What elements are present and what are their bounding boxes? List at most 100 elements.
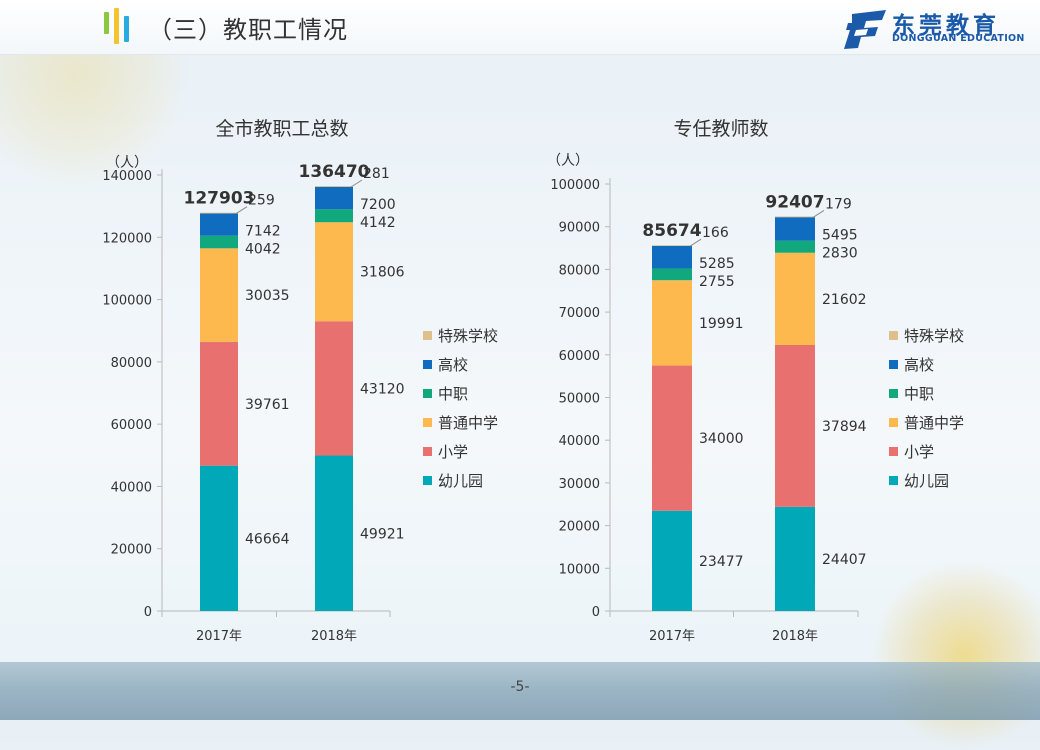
bar-segment xyxy=(200,235,238,249)
bar-segment xyxy=(315,186,353,210)
legend-swatch xyxy=(889,418,898,427)
y-axis-unit-label: （人） xyxy=(106,155,148,171)
y-tick-label: 80000 xyxy=(559,263,600,278)
legend-swatch xyxy=(889,331,898,340)
legend-label: 特殊学校 xyxy=(904,327,964,345)
legend-swatch xyxy=(889,476,898,485)
chart-full-time-teachers: 专任教师数 （人） 0 10000 20000 30000 40000 50000 60000 7… xyxy=(547,118,964,644)
title-bars-icon xyxy=(104,8,134,48)
bar-segment xyxy=(200,212,238,214)
data-label-leader xyxy=(689,238,702,247)
dongguan-education-logo-icon xyxy=(844,10,886,49)
bar-segment xyxy=(315,455,353,611)
bar-segment xyxy=(200,465,238,611)
data-label: 46664 xyxy=(245,531,290,547)
legend-swatch xyxy=(423,476,432,485)
y-tick-label: 60000 xyxy=(111,418,152,433)
legend-swatch xyxy=(423,360,432,369)
bar-segment xyxy=(652,245,692,246)
total-label: 136470 xyxy=(299,162,370,182)
legend-label: 中职 xyxy=(438,385,468,403)
legend-label: 高校 xyxy=(904,356,934,374)
page-number: -5- xyxy=(510,679,530,695)
y-axis-unit-label: （人） xyxy=(547,153,589,169)
data-label: 49921 xyxy=(360,526,405,542)
data-label: 39761 xyxy=(245,397,290,413)
bar-segment xyxy=(315,209,353,223)
x-tick-label: 2018年 xyxy=(772,629,818,644)
data-label: 7200 xyxy=(360,197,396,213)
logo-text-cn: 东莞教育 xyxy=(892,13,1000,39)
legend-label: 中职 xyxy=(904,385,934,403)
bar-segment xyxy=(775,217,815,241)
data-label: 37894 xyxy=(822,419,867,435)
data-label-leader xyxy=(350,179,363,188)
legend-swatch xyxy=(423,447,432,456)
y-tick-label: 50000 xyxy=(559,392,600,407)
y-tick-label: 120000 xyxy=(102,231,152,246)
data-label: 31806 xyxy=(360,265,405,281)
legend-label: 高校 xyxy=(438,356,468,374)
data-label: 24407 xyxy=(822,552,867,568)
y-tick-label: 30000 xyxy=(559,477,600,492)
bar-segment xyxy=(775,240,815,253)
data-label: 4142 xyxy=(360,215,396,231)
data-label: 34000 xyxy=(699,431,744,447)
bar-segment xyxy=(652,365,692,511)
chart-title: 专任教师数 xyxy=(673,118,768,140)
data-label: 166 xyxy=(702,225,729,241)
y-tick-label: 40000 xyxy=(111,480,152,495)
bar-segment xyxy=(315,222,353,322)
bar-segment xyxy=(652,510,692,611)
header-band xyxy=(0,0,1040,55)
legend-label: 普通中学 xyxy=(904,414,964,432)
data-label: 21602 xyxy=(822,292,867,308)
legend-swatch xyxy=(889,360,898,369)
y-tick-label: 70000 xyxy=(559,306,600,321)
bar-segment xyxy=(652,268,692,281)
data-label-leader xyxy=(812,210,825,218)
y-tick-label: 20000 xyxy=(559,520,600,535)
legend-label: 小学 xyxy=(904,443,934,461)
chart-total-staff: 全市教职工总数 （人） 0 20000 40000 60000 80000 100000 120… xyxy=(102,118,498,644)
bar-segment xyxy=(652,280,692,366)
data-label: 179 xyxy=(825,196,852,212)
data-label: 23477 xyxy=(699,554,744,570)
bar-segment xyxy=(200,248,238,342)
legend-label: 幼儿园 xyxy=(438,472,483,490)
y-tick-label: 140000 xyxy=(102,169,152,184)
bar-segment xyxy=(200,213,238,236)
data-label: 259 xyxy=(248,193,275,209)
total-label: 92407 xyxy=(765,192,824,212)
legend-swatch xyxy=(889,389,898,398)
x-tick-label: 2017年 xyxy=(649,629,695,644)
y-tick-label: 60000 xyxy=(559,349,600,364)
legend-label: 特殊学校 xyxy=(438,327,498,345)
data-label: 43120 xyxy=(360,381,405,397)
y-tick-label: 90000 xyxy=(559,221,600,236)
bar-segment xyxy=(775,506,815,611)
bar-segment xyxy=(200,341,238,466)
legend-swatch xyxy=(423,331,432,340)
bar-segment xyxy=(775,252,815,345)
page-title: （三）教职工情况 xyxy=(148,16,348,44)
bar-segment xyxy=(775,216,815,218)
y-tick-label: 0 xyxy=(592,605,600,620)
data-label: 5285 xyxy=(699,256,735,272)
city-skyline-band xyxy=(0,662,1040,720)
x-tick-label: 2018年 xyxy=(311,629,357,644)
data-label: 30035 xyxy=(245,288,290,304)
data-label: 4042 xyxy=(245,242,281,258)
data-label: 2755 xyxy=(699,274,735,290)
y-tick-label: 100000 xyxy=(102,294,152,309)
total-label: 85674 xyxy=(642,221,701,241)
x-tick-label: 2017年 xyxy=(196,629,242,644)
y-tick-label: 20000 xyxy=(111,543,152,558)
data-label: 19991 xyxy=(699,316,744,332)
y-tick-label: 80000 xyxy=(111,356,152,371)
data-label: 7142 xyxy=(245,224,281,240)
y-tick-label: 10000 xyxy=(559,562,600,577)
data-label-leader xyxy=(235,206,248,215)
data-label: 2830 xyxy=(822,245,858,261)
